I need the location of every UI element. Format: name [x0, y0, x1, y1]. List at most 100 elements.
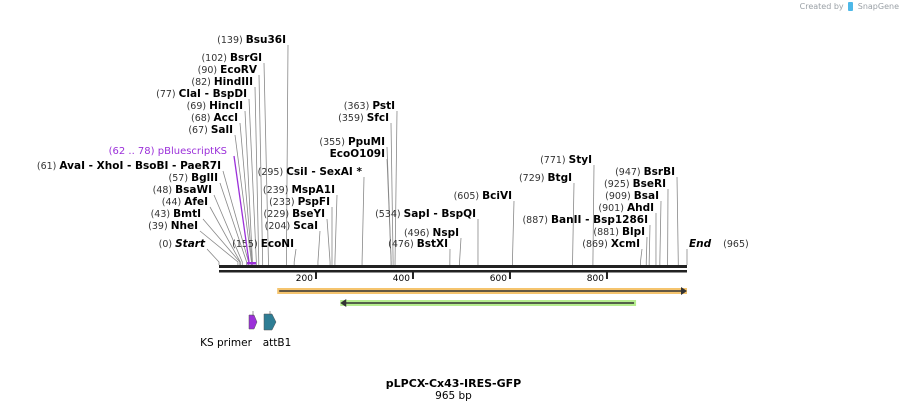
site-btgi[interactable]: (729) BtgI — [519, 172, 575, 265]
tick-label: 200 — [296, 274, 313, 284]
svg-text:(534) SapI - BspQI: (534) SapI - BspQI — [375, 208, 476, 220]
svg-text:(359) SfcI: (359) SfcI — [338, 112, 389, 124]
svg-text:(82) HindIII: (82) HindIII — [191, 76, 253, 88]
svg-text:(0) Start: (0) Start — [159, 238, 206, 250]
svg-text:(881) BlpI: (881) BlpI — [593, 226, 645, 238]
site-ahdi[interactable]: (901) AhdI — [598, 202, 657, 265]
ks-primer-arrow-icon — [248, 314, 258, 330]
site-hindiii[interactable]: (82) HindIII — [191, 76, 260, 265]
site-ecorv[interactable]: (90) EcoRV — [198, 64, 264, 265]
site-csii[interactable]: (295) CsiI - SexAI * — [258, 166, 365, 265]
svg-text:End(965): End (965) — [689, 238, 749, 250]
site-bseri[interactable]: (925) BseRI — [604, 178, 669, 265]
site-clai[interactable]: (77) ClaI - BspDI — [156, 88, 257, 265]
site-bsrgi[interactable]: (102) BsrGI — [201, 52, 269, 265]
site-mspa1i[interactable]: (239) MspA1I — [263, 184, 338, 265]
arrow-right-icon — [681, 287, 687, 295]
attb1-arrow-icon — [263, 313, 277, 331]
site-sapi[interactable]: (534) SapI - BspQI — [375, 208, 479, 265]
site-banii[interactable]: (887) BanII - Bsp1286I — [522, 214, 651, 265]
primer-ks[interactable]: KS primer — [200, 311, 258, 349]
features[interactable] — [277, 287, 687, 307]
site-bmti[interactable]: (43) BmtI — [151, 208, 241, 265]
svg-text:(295) CsiI - SexAI *: (295) CsiI - SexAI * — [258, 166, 363, 178]
plasmid-name: pLPCX-Cx43-IRES-GFP — [385, 377, 522, 390]
svg-text:(869) XcmI: (869) XcmI — [582, 238, 640, 250]
svg-text:(605) BciVI: (605) BciVI — [454, 190, 512, 202]
site-psti[interactable]: (363) PstI — [344, 100, 398, 265]
site-sfci[interactable]: (359) SfcI — [338, 112, 394, 265]
svg-text:EcoO109I: EcoO109I — [330, 148, 385, 160]
svg-text:(239) MspA1I: (239) MspA1I — [263, 184, 335, 196]
site-bseyi[interactable]: (229) BseYI — [264, 208, 331, 265]
svg-text:(901) AhdI: (901) AhdI — [598, 202, 654, 214]
site-bsawi[interactable]: (48) BsaWI — [153, 184, 243, 265]
svg-text:(887) BanII - Bsp1286I: (887) BanII - Bsp1286I — [522, 214, 648, 226]
tick-mark — [411, 272, 414, 279]
site-nspi[interactable]: (496) NspI — [404, 227, 462, 265]
svg-text:(363) PstI: (363) PstI — [344, 100, 395, 112]
svg-text:(496) NspI: (496) NspI — [404, 227, 459, 239]
feature-label-pbluescriptks[interactable]: (62 .. 78) pBluescriptKS — [109, 146, 227, 157]
svg-text:(771) StyI: (771) StyI — [540, 154, 592, 166]
site-blpi[interactable]: (881) BlpI — [593, 226, 648, 265]
svg-text:(57) BglII: (57) BglII — [169, 172, 218, 184]
svg-text:(39) NheI: (39) NheI — [148, 220, 198, 232]
tick-label: 600 — [490, 274, 507, 284]
tick-mark — [314, 272, 317, 279]
site-ecoo109i[interactable]: EcoO109I — [330, 148, 392, 265]
tick-label: 800 — [587, 274, 604, 284]
svg-text:(90) EcoRV: (90) EcoRV — [198, 64, 258, 76]
svg-text:(48) BsaWI: (48) BsaWI — [153, 184, 212, 196]
svg-text:(229) BseYI: (229) BseYI — [264, 208, 325, 220]
snapgene-logo-icon — [848, 2, 854, 11]
credit-brand: SnapGene — [857, 2, 899, 11]
site-bcivi[interactable]: (605) BciVI — [454, 190, 515, 265]
svg-text:(69) HincII: (69) HincII — [187, 100, 243, 112]
svg-text:(44) AfeI: (44) AfeI — [162, 196, 208, 208]
svg-text:(925) BseRI: (925) BseRI — [604, 178, 666, 190]
svg-text:(204) ScaI: (204) ScaI — [265, 220, 318, 232]
site-bsai[interactable]: (909) BsaI — [605, 190, 662, 265]
green-feature[interactable] — [340, 299, 637, 307]
svg-text:(77) ClaI - BspDI: (77) ClaI - BspDI — [156, 88, 247, 100]
svg-text:(729) BtgI: (729) BtgI — [519, 172, 572, 184]
dna-backbone — [219, 265, 687, 273]
site-afei[interactable]: (44) AfeI — [162, 196, 241, 265]
site-pspfi[interactable]: (233) PspFI — [269, 196, 333, 265]
svg-text:(155) EcoNI: (155) EcoNI — [232, 238, 294, 250]
svg-text:(233) PspFI: (233) PspFI — [269, 196, 330, 208]
tick-mark — [508, 272, 511, 279]
site-nhei[interactable]: (39) NheI — [148, 220, 239, 265]
site-scai[interactable]: (204) ScaI — [265, 220, 321, 265]
credit-prefix: Created by — [799, 2, 844, 11]
tick-mark — [605, 272, 608, 279]
pbluescriptks-feature[interactable] — [247, 262, 256, 265]
site-bglii[interactable]: (57) BglII — [169, 172, 248, 265]
svg-text:(67) SalI: (67) SalI — [188, 124, 233, 136]
ruler: 200 400 600 800 — [296, 272, 608, 284]
orange-feature[interactable] — [277, 287, 687, 295]
svg-text:(43) BmtI: (43) BmtI — [151, 208, 201, 220]
svg-text:(102) BsrGI: (102) BsrGI — [201, 52, 262, 64]
svg-text:(61) AvaI - XhoI - BsoBI -: (61) AvaI - XhoI - BsoBI - PaeR7I — [37, 160, 221, 172]
attb1-label: attB1 — [263, 337, 292, 349]
snapgene-credit: Created by SnapGene — [800, 2, 899, 11]
site-bsu36i[interactable]: (139) Bsu36I — [217, 34, 289, 265]
svg-text:(476) BstXI: (476) BstXI — [388, 238, 448, 250]
site-xcmi[interactable]: (869) XcmI — [582, 238, 643, 265]
site-bsrbi[interactable]: (947) BsrBI — [615, 166, 679, 265]
tick-label: 400 — [393, 274, 410, 284]
svg-text:(68) AccI: (68) AccI — [191, 112, 238, 124]
feature-pointer-line — [233, 155, 250, 263]
primer-attb1[interactable]: attB1 — [263, 311, 292, 349]
svg-text:(909) BsaI: (909) BsaI — [605, 190, 659, 202]
site-start[interactable]: (0) Start — [159, 238, 220, 265]
plasmid-size: 965 bp — [435, 390, 472, 402]
site-bstxi[interactable]: (476) BstXI — [388, 238, 451, 265]
site-end[interactable]: End (965) — [686, 238, 749, 265]
site-styi[interactable]: (771) StyI — [540, 154, 595, 265]
svg-text:(139) Bsu36I: (139) Bsu36I — [217, 34, 286, 46]
ks-primer-label: KS primer — [200, 337, 252, 349]
